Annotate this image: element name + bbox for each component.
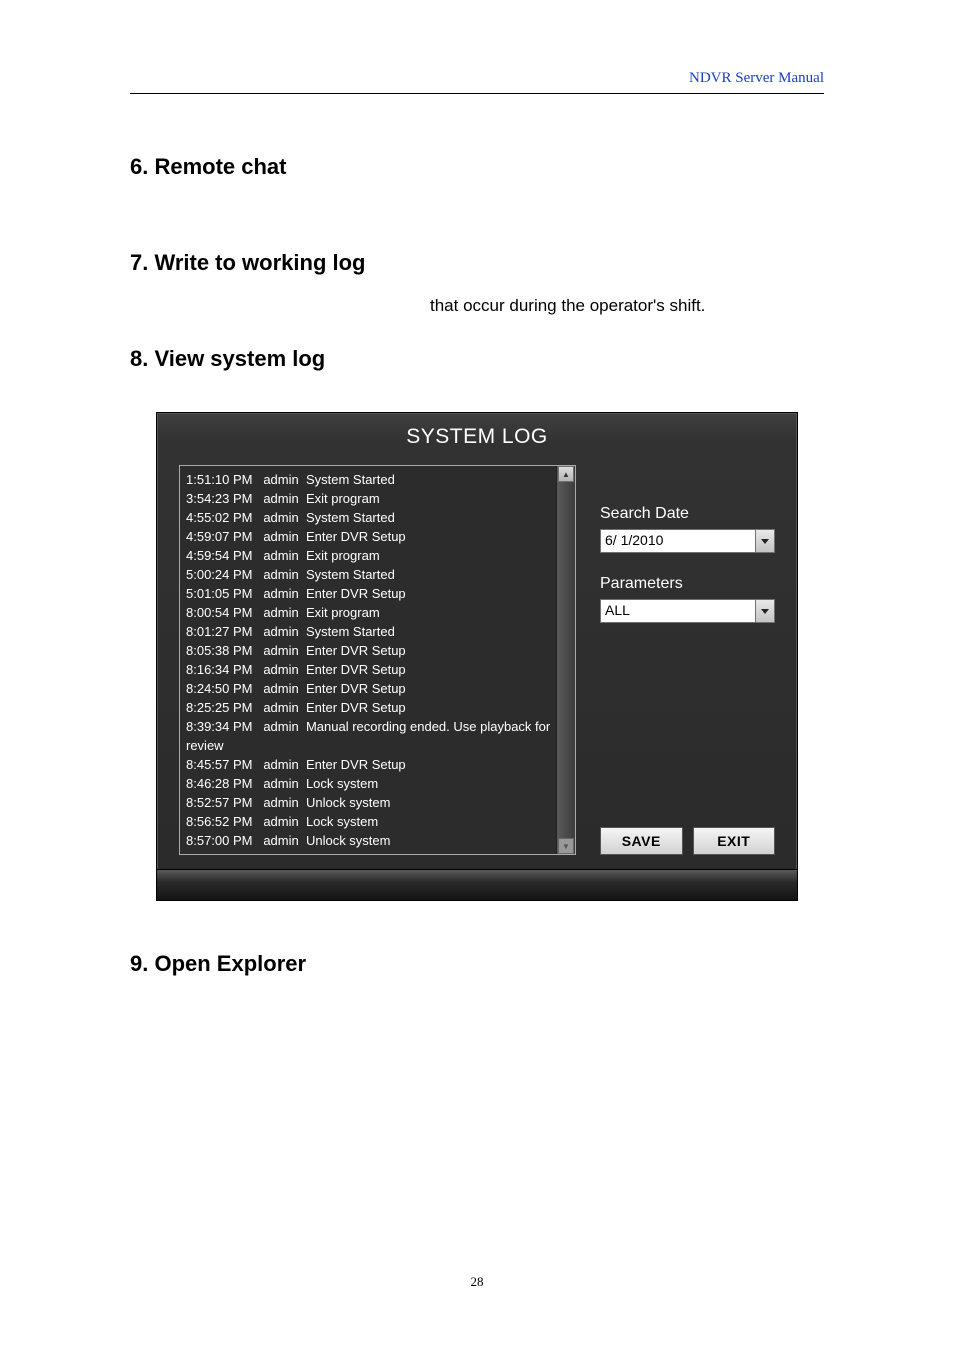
system-log-footer bbox=[157, 869, 797, 900]
section-8-heading: 8. View system log bbox=[130, 346, 824, 372]
section-7-heading: 7. Write to working log bbox=[130, 250, 824, 276]
log-text-panel[interactable]: 1:51:10 PM admin System Started 3:54:23 … bbox=[179, 465, 576, 855]
parameters-dropdown-button[interactable] bbox=[755, 600, 774, 622]
scroll-up-button[interactable]: ▲ bbox=[558, 466, 574, 482]
chevron-down-icon: ▼ bbox=[562, 842, 570, 851]
log-scrollbar[interactable]: ▲ ▼ bbox=[556, 466, 575, 854]
section-9-heading: 9. Open Explorer bbox=[130, 951, 824, 977]
section-6-heading: 6. Remote chat bbox=[130, 154, 824, 180]
parameters-label: Parameters bbox=[600, 575, 775, 593]
system-log-title: SYSTEM LOG bbox=[157, 413, 797, 465]
chevron-up-icon: ▲ bbox=[562, 470, 570, 479]
page-header-label: NDVR Server Manual bbox=[130, 70, 824, 87]
chevron-down-icon bbox=[761, 609, 769, 614]
system-log-body: 1:51:10 PM admin System Started 3:54:23 … bbox=[157, 465, 797, 869]
parameters-value: ALL bbox=[601, 600, 755, 622]
system-log-side-panel: Search Date 6/ 1/2010 Parameters ALL bbox=[600, 465, 775, 855]
log-text-content: 1:51:10 PM admin System Started 3:54:23 … bbox=[186, 470, 553, 850]
header-rule bbox=[130, 93, 824, 94]
system-log-button-row: SAVE EXIT bbox=[600, 827, 775, 855]
parameters-dropdown[interactable]: ALL bbox=[600, 599, 775, 623]
search-date-dropdown-button[interactable] bbox=[755, 530, 774, 552]
section-7-body-text: that occur during the operator's shift. bbox=[430, 296, 824, 316]
search-date-value: 6/ 1/2010 bbox=[601, 530, 755, 552]
scroll-down-button[interactable]: ▼ bbox=[558, 838, 574, 854]
save-button[interactable]: SAVE bbox=[600, 827, 683, 855]
search-date-label: Search Date bbox=[600, 505, 775, 523]
system-log-window: SYSTEM LOG 1:51:10 PM admin System Start… bbox=[156, 412, 798, 901]
exit-button[interactable]: EXIT bbox=[693, 827, 776, 855]
chevron-down-icon bbox=[761, 539, 769, 544]
page-number: 28 bbox=[0, 1274, 954, 1290]
search-date-dropdown[interactable]: 6/ 1/2010 bbox=[600, 529, 775, 553]
